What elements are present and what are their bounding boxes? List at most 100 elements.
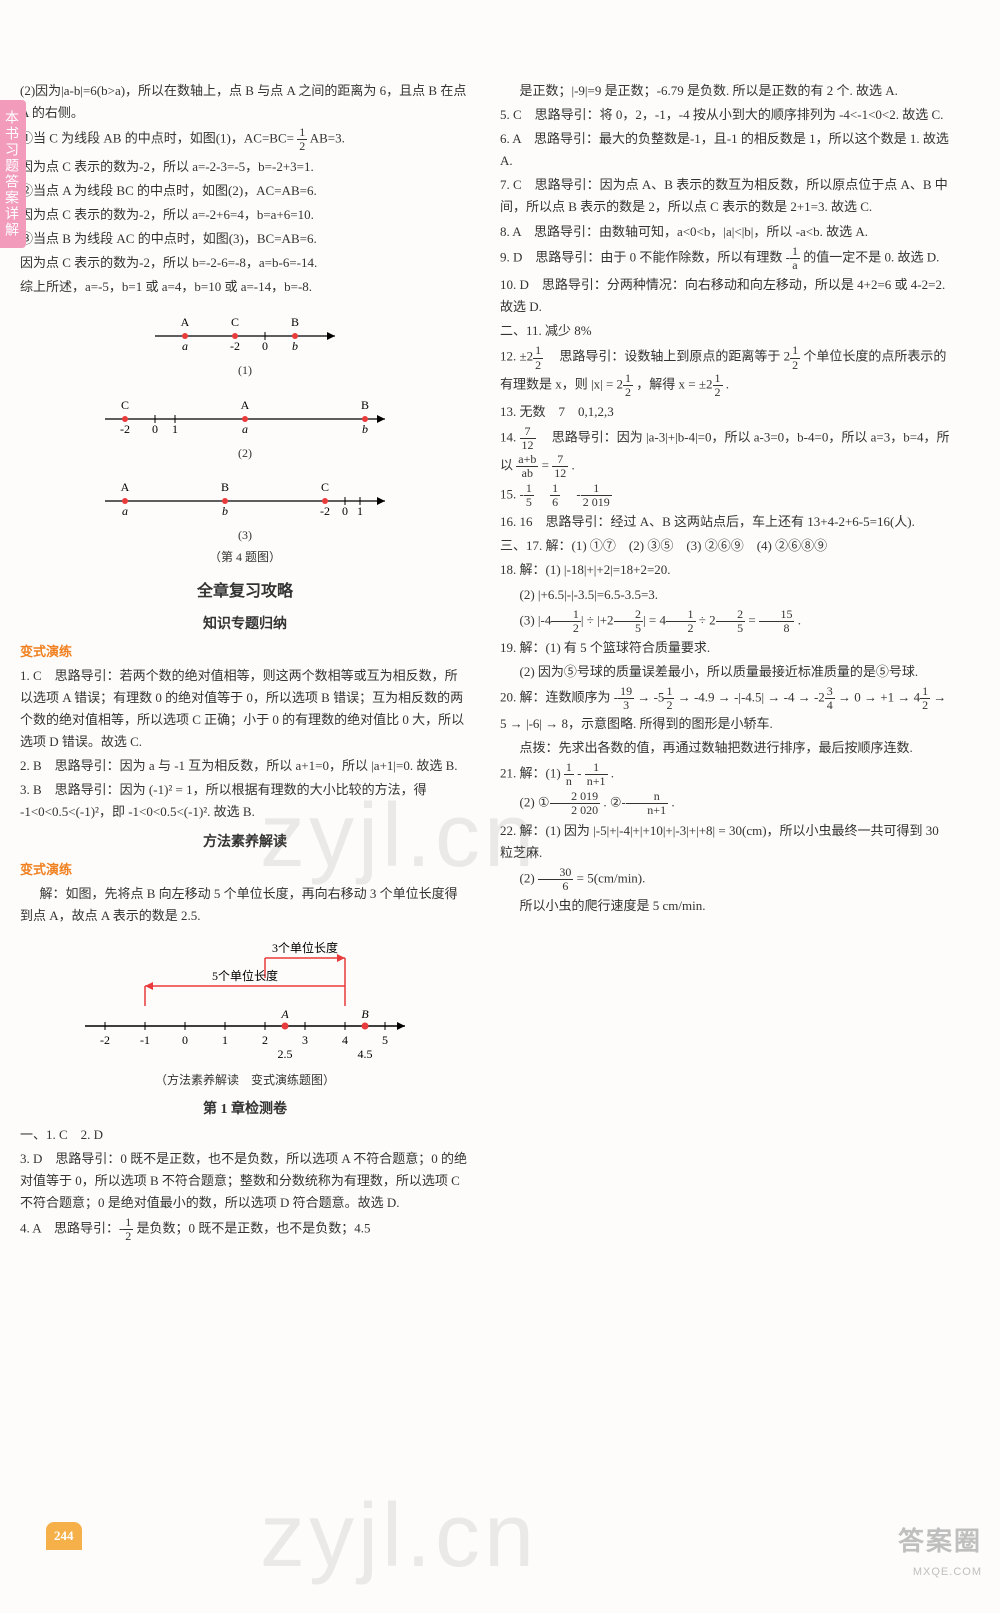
text: 因为点 C 表示的数为-2，所以 a=-2-3=-5，b=-2+3=1. <box>20 156 470 178</box>
caption: (1) <box>20 360 470 380</box>
svg-text:B: B <box>361 398 369 412</box>
text: 是正数；|-9|=9 是正数；-6.79 是负数. 所以是正数的有 2 个. 故… <box>500 80 950 102</box>
svg-text:B: B <box>361 1007 369 1021</box>
text: 因为点 C 表示的数为-2，所以 b=-2-6=-8，a=b-6=-14. <box>20 252 470 274</box>
text: (2) ①2 0192 020 . ②-nn+1 . <box>500 790 950 817</box>
svg-text:2: 2 <box>262 1033 268 1047</box>
text: 1. C 思路导引：若两个数的绝对值相等，则这两个数相等或互为相反数，所以选项 … <box>20 665 470 753</box>
text: 16. 16 思路导引：经过 A、B 这两站点后，车上还有 13+4-2+6-5… <box>500 511 950 533</box>
text: 解：如图，先将点 B 向左移动 5 个单位长度，再向右移动 3 个单位长度得到点… <box>20 883 470 927</box>
text: 15. -15 16 -12 019 <box>500 482 950 509</box>
svg-text:-1: -1 <box>140 1033 150 1047</box>
corner-logo: 答案圈 MXQE.COM <box>898 1519 982 1582</box>
text: (2) |+6.5|-|-3.5|=6.5-3.5=3. <box>500 584 950 606</box>
text: 22. 解：(1) 因为 |-5|+|-4|+|+10|+|-3|+|+8| =… <box>500 820 950 864</box>
svg-text:-2: -2 <box>230 339 240 353</box>
svg-text:B: B <box>291 315 299 329</box>
text: 3. B 思路导引：因为 (-1)² = 1，所以根据有理数的大小比较的方法，得… <box>20 779 470 823</box>
method-number-line: 3个单位长度 5个单位长度 -2 -1 0 1 2 3 4 <box>20 936 470 1090</box>
page-number: 244 <box>46 1522 82 1550</box>
figure-caption: （第 4 题图） <box>20 547 470 567</box>
svg-text:A: A <box>181 315 190 329</box>
text: 9. D 思路导引：由于 0 不能作除数，所以有理数 -1a 的值一定不是 0.… <box>500 245 950 272</box>
svg-text:3: 3 <box>302 1033 308 1047</box>
number-line-2: C A B -2 0 1 a b (2) <box>20 389 470 463</box>
logo-text: 答案圈 <box>898 1519 982 1563</box>
text: 三、17. 解：(1) ①⑦ (2) ③⑤ (3) ②⑥⑨ (4) ②⑥⑧⑨ <box>500 535 950 557</box>
text: 点拨：先求出各数的值，再通过数轴把数进行排序，最后按顺序连数. <box>500 737 950 759</box>
text: 21. 解：(1) 1n - 1n+1 . <box>500 761 950 788</box>
text: 7. C 思路导引：因为点 A、B 表示的数互为相反数，所以原点位于点 A、B … <box>500 174 950 218</box>
svg-text:C: C <box>231 315 239 329</box>
page-content: (2)因为|a-b|=6(b>a)，所以在数轴上，点 B 与点 A 之间的距离为… <box>0 0 1000 1305</box>
svg-text:1: 1 <box>357 504 363 518</box>
text: (2)因为|a-b|=6(b>a)，所以在数轴上，点 B 与点 A 之间的距离为… <box>20 80 470 124</box>
text: 19. 解：(1) 有 5 个篮球符合质量要求. <box>500 637 950 659</box>
svg-text:0: 0 <box>262 339 268 353</box>
svg-text:5: 5 <box>382 1033 388 1047</box>
svg-text:B: B <box>221 480 229 494</box>
variant-label: 变式演练 <box>20 641 470 663</box>
svg-text:3个单位长度: 3个单位长度 <box>272 940 338 955</box>
text: 6. A 思路导引：最大的负整数是-1，且-1 的相反数是 1，所以这个数是 1… <box>500 128 950 172</box>
logo-url: MXQE.COM <box>898 1563 982 1582</box>
side-tab: 本书习题答案详解 <box>0 100 26 248</box>
text: ③当点 B 为线段 AC 的中点时，如图(3)，BC=AB=6. <box>20 228 470 250</box>
svg-text:-2: -2 <box>100 1033 110 1047</box>
text: (3) |-412| ÷ |+225| = 412 ÷ 225 = 158 . <box>500 608 950 635</box>
svg-text:b: b <box>292 339 298 353</box>
svg-text:a: a <box>182 339 188 353</box>
text: 综上所述，a=-5，b=1 或 a=4，b=10 或 a=-14，b=-8. <box>20 276 470 298</box>
text: 20. 解：连数顺序为 -193 → -512 → -4.9 → -|-4.5|… <box>500 685 950 734</box>
text: 18. 解：(1) |-18|+|+2|=18+2=20. <box>500 559 950 581</box>
svg-text:5个单位长度: 5个单位长度 <box>212 968 278 983</box>
svg-text:b: b <box>222 504 228 518</box>
svg-text:-2: -2 <box>120 422 130 436</box>
text: ①当 C 为线段 AB 的中点时，如图(1)，AC=BC= 12 AB=3. <box>20 126 470 153</box>
svg-text:A: A <box>280 1007 289 1021</box>
svg-text:a: a <box>242 422 248 436</box>
text: 4. A 思路导引：-12 是负数；0 既不是正数，也不是负数；4.5 <box>20 1216 470 1243</box>
text: 因为点 C 表示的数为-2，所以 a=-2+6=4，b=a+6=10. <box>20 204 470 226</box>
section-title: 全章复习攻略 <box>20 578 470 605</box>
caption: （方法素养解读 变式演练题图） <box>20 1070 470 1090</box>
svg-text:0: 0 <box>182 1033 188 1047</box>
svg-text:A: A <box>121 480 130 494</box>
number-line-1: A C B a -2 0 b (1) <box>20 306 470 380</box>
text: 13. 无数 7 0,1,2,3 <box>500 401 950 423</box>
svg-text:A: A <box>241 398 250 412</box>
svg-text:1: 1 <box>222 1033 228 1047</box>
text: 14. 712 思路导引：因为 |a-3|+|b-4|=0，所以 a-3=0，b… <box>500 425 950 480</box>
svg-text:C: C <box>321 480 329 494</box>
text: ②当点 A 为线段 BC 的中点时，如图(2)，AC=AB=6. <box>20 180 470 202</box>
svg-text:0: 0 <box>342 504 348 518</box>
svg-text:4.5: 4.5 <box>358 1047 373 1061</box>
sub-title: 第 1 章检测卷 <box>20 1098 470 1122</box>
svg-text:2.5: 2.5 <box>278 1047 293 1061</box>
text: 一、1. C 2. D <box>20 1124 470 1146</box>
caption: (2) <box>20 443 470 463</box>
right-column: 是正数；|-9|=9 是正数；-6.79 是负数. 所以是正数的有 2 个. 故… <box>500 80 950 1245</box>
svg-text:4: 4 <box>342 1033 348 1047</box>
text: 2. B 思路导引：因为 a 与 -1 互为相反数，所以 a+1=0，所以 |a… <box>20 755 470 777</box>
svg-text:a: a <box>122 504 128 518</box>
svg-text:C: C <box>121 398 129 412</box>
sub-title: 方法素养解读 <box>20 831 470 855</box>
text: 所以小虫的爬行速度是 5 cm/min. <box>500 895 950 917</box>
svg-text:-2: -2 <box>320 504 330 518</box>
text: 二、11. 减少 8% <box>500 320 950 342</box>
text: 3. D 思路导引：0 既不是正数，也不是负数，所以选项 A 不符合题意；0 的… <box>20 1148 470 1214</box>
caption: (3) <box>20 525 470 545</box>
svg-text:1: 1 <box>172 422 178 436</box>
text: 12. ±212 思路导引：设数轴上到原点的距离等于 212 个单位长度的点所表… <box>500 344 950 399</box>
left-column: (2)因为|a-b|=6(b>a)，所以在数轴上，点 B 与点 A 之间的距离为… <box>20 80 470 1245</box>
variant-label: 变式演练 <box>20 859 470 881</box>
text: 10. D 思路导引：分两种情况：向右移动和向左移动，所以是 4+2=6 或 4… <box>500 274 950 318</box>
text: (2) 306 = 5(cm/min). <box>500 866 950 893</box>
text: (2) 因为⑤号球的质量误差最小，所以质量最接近标准质量的是⑤号球. <box>500 661 950 683</box>
svg-text:b: b <box>362 422 368 436</box>
svg-text:0: 0 <box>152 422 158 436</box>
text: 8. A 思路导引：由数轴可知，a<0<b，|a|<|b|，所以 -a<b. 故… <box>500 221 950 243</box>
watermark: zyjl.cn <box>260 1460 538 1613</box>
sub-title: 知识专题归纳 <box>20 613 470 637</box>
